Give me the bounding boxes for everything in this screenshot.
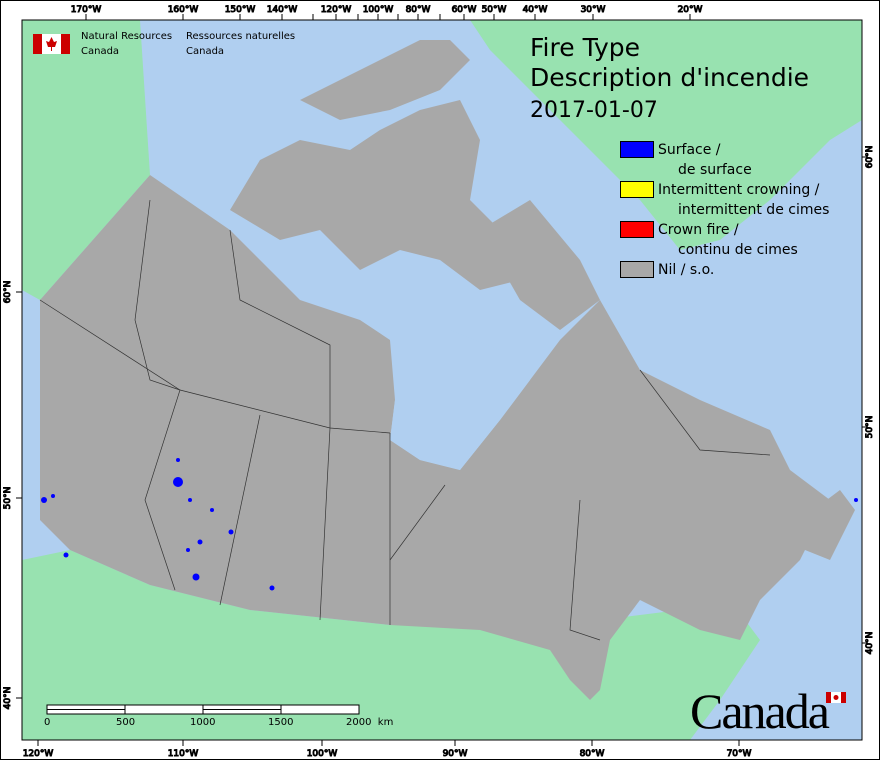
legend-item: Crown fire / bbox=[620, 220, 829, 240]
scale-label: 1500 bbox=[268, 717, 294, 728]
axis-tick-label: 40°N bbox=[865, 632, 875, 655]
axis-tick-label: 60°N bbox=[865, 146, 875, 169]
map-border bbox=[21, 19, 863, 741]
fire-point bbox=[63, 552, 69, 558]
fire-point bbox=[192, 573, 200, 581]
legend-sublabel: de surface bbox=[678, 162, 752, 178]
axis-tick-label: 120°W bbox=[23, 749, 54, 759]
scale-label: 0 bbox=[44, 717, 51, 728]
scale-label: 1000 bbox=[190, 717, 216, 728]
fire-point bbox=[173, 477, 183, 487]
org-fr-line2: Canada bbox=[186, 46, 225, 57]
canada-wordmark: Canada bbox=[690, 683, 830, 739]
axis-tick-label: 120°W bbox=[321, 5, 352, 15]
fire-point bbox=[210, 508, 214, 512]
axis-tick-label: 160°W bbox=[168, 5, 199, 15]
usa bbox=[22, 550, 760, 740]
legend-item: Intermittent crowning / bbox=[620, 180, 829, 200]
newfoundland bbox=[800, 490, 855, 560]
fire-point bbox=[854, 498, 858, 502]
legend-label: Crown fire / bbox=[658, 222, 739, 238]
axis-tick-label: 100°W bbox=[307, 749, 338, 759]
legend-item: Surface / bbox=[620, 140, 829, 160]
ellesmere-island bbox=[300, 40, 470, 120]
axis-tick-label: 50°W bbox=[482, 5, 507, 15]
fire-point bbox=[51, 494, 55, 498]
fire-point bbox=[186, 548, 190, 552]
axis-tick-label: 50°N bbox=[865, 416, 875, 439]
org-en-line1: Natural Resources bbox=[81, 31, 173, 42]
legend-sublabel: intermittent de cimes bbox=[678, 202, 830, 218]
axis-tick-label: 80°W bbox=[580, 749, 605, 759]
legend-label: Surface / bbox=[658, 142, 721, 158]
legend: Surface / de surface Intermittent crowning… bbox=[620, 140, 829, 280]
axis-tick-label: 150°W bbox=[225, 5, 256, 15]
map-title: Fire Type bbox=[530, 33, 640, 62]
org-name-en: Natural Resources Canada bbox=[81, 29, 172, 59]
axis-tick-label: 60°W bbox=[452, 5, 477, 15]
alaska bbox=[22, 20, 150, 300]
org-fr-line1: Ressources naturelles bbox=[186, 31, 296, 42]
arctic-islands bbox=[230, 100, 520, 290]
fire-point bbox=[197, 539, 203, 545]
axis-tick-label: 170°W bbox=[71, 5, 102, 15]
axis-tick-label: 80°W bbox=[406, 5, 431, 15]
axis-tick-label: 70°W bbox=[727, 749, 752, 759]
legend-label: Intermittent crowning / bbox=[658, 182, 820, 198]
axis-tick-label: 40°W bbox=[523, 5, 548, 15]
org-name-fr: Ressources naturelles Canada bbox=[186, 29, 295, 59]
fire-point bbox=[188, 498, 192, 502]
fire-point bbox=[41, 497, 47, 503]
canada bbox=[40, 175, 830, 700]
provincial-borders bbox=[39, 199, 771, 641]
canada-flag-logo bbox=[33, 34, 70, 54]
axis-tick-label: 140°W bbox=[267, 5, 298, 15]
axis-tick-label: 90°W bbox=[443, 749, 468, 759]
axis-tick-label: 40°N bbox=[3, 687, 13, 710]
axis-tick-label: 60°N bbox=[3, 281, 13, 304]
axis-tick-label: 20°W bbox=[678, 5, 703, 15]
org-en-line2: Canada bbox=[81, 46, 120, 57]
axis-tick-label: 110°W bbox=[168, 749, 199, 759]
axis-tick-label: 100°W bbox=[363, 5, 394, 15]
legend-label: Nil / s.o. bbox=[658, 262, 715, 278]
map-date: 2017-01-07 bbox=[530, 98, 658, 123]
scale-bar[interactable] bbox=[46, 704, 360, 715]
legend-swatch bbox=[620, 141, 654, 158]
axis-tick-label: 30°W bbox=[581, 5, 606, 15]
greenland bbox=[470, 20, 862, 250]
fire-point bbox=[176, 458, 180, 462]
legend-swatch bbox=[620, 221, 654, 238]
baffin-island bbox=[480, 200, 600, 330]
legend-swatch bbox=[620, 261, 654, 278]
fire-point bbox=[228, 529, 234, 535]
surface-fires bbox=[41, 458, 858, 591]
hudson-bay bbox=[390, 330, 530, 470]
axis-tick-label: 50°N bbox=[3, 487, 13, 510]
map-subtitle: Description d'incendie bbox=[530, 63, 810, 92]
legend-sublabel: continu de cimes bbox=[678, 242, 798, 258]
scale-label: 500 bbox=[116, 717, 136, 728]
legend-swatch bbox=[620, 181, 654, 198]
scale-label: 2000 km bbox=[346, 717, 394, 728]
legend-item: Nil / s.o. bbox=[620, 260, 829, 280]
fire-point bbox=[269, 585, 275, 591]
wordmark-flag bbox=[826, 692, 846, 703]
